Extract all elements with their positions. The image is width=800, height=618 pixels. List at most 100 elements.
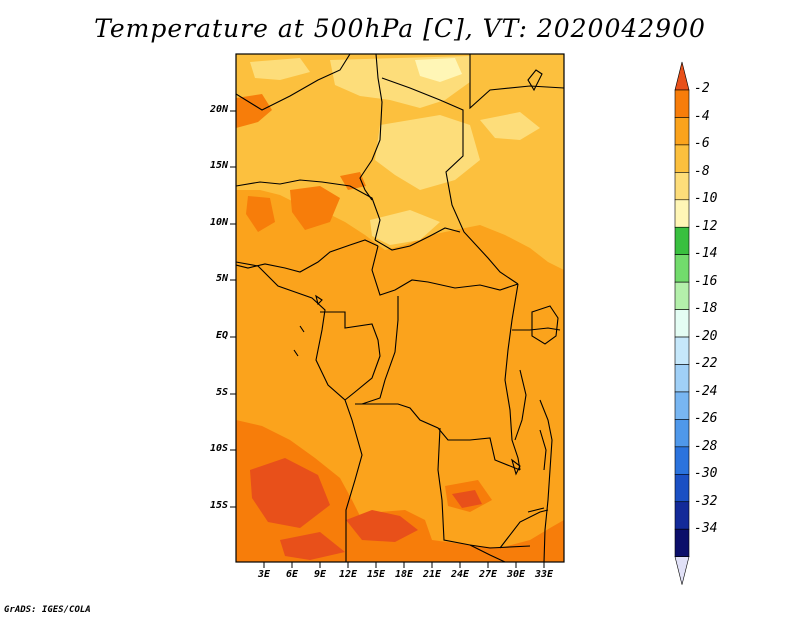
- credit-text: GrADS: IGES/COLA: [4, 605, 91, 615]
- colorbar-label: -6: [694, 136, 710, 151]
- field-patch-hot: [346, 510, 418, 542]
- lake-outline: [511, 458, 521, 476]
- colorbar-swatch: [674, 281, 690, 310]
- lat-label: 10S: [209, 443, 228, 454]
- colorbar-swatch: [674, 144, 690, 173]
- field-patch-faint: [415, 58, 462, 82]
- lake-outline: [527, 507, 545, 513]
- lon-label: 21E: [422, 569, 442, 580]
- field-region-warm-south: [236, 420, 564, 562]
- field-patch-warm: [246, 196, 275, 232]
- colorbar-swatch: [674, 226, 690, 256]
- lat-label: 5N: [215, 273, 228, 284]
- colorbar-label: -12: [694, 219, 718, 234]
- colorbar-swatch: [674, 473, 690, 503]
- colorbar-swatch: [674, 89, 690, 118]
- border-line: [236, 179, 381, 241]
- field-patch-pale: [480, 112, 540, 140]
- colorbar-label: -16: [694, 274, 718, 289]
- colorbar-swatch: [674, 309, 690, 338]
- chart-title: Temperature at 500hPa [C], VT: 202004290…: [94, 14, 706, 43]
- lat-label: 20N: [209, 104, 228, 115]
- colorbar-label: -34: [694, 521, 718, 536]
- border-line: [371, 245, 519, 296]
- colorbar-swatch: [674, 199, 690, 228]
- field-patch-warm: [236, 94, 272, 128]
- border-line: [359, 54, 383, 201]
- lat-label: 5S: [215, 387, 228, 398]
- colorbar: [674, 61, 690, 585]
- lake-outline: [293, 349, 299, 357]
- lake-outline: [527, 69, 543, 92]
- colorbar-bottom-arrow: [674, 556, 690, 585]
- lake-outline: [315, 294, 323, 306]
- border-line: [361, 296, 399, 405]
- country-borders: [236, 54, 564, 562]
- border-line: [469, 544, 506, 562]
- plot-frame: [235, 53, 565, 563]
- colorbar-swatch: [674, 446, 690, 475]
- colorbar-swatch: [674, 391, 690, 420]
- colorbar-label: -28: [694, 439, 718, 454]
- lake-outline: [531, 305, 559, 345]
- colorbar-swatch: [674, 336, 690, 365]
- border-line: [320, 311, 381, 401]
- field-patch-hot: [452, 490, 482, 508]
- colorbar-label: -26: [694, 411, 718, 426]
- colorbar-swatch: [674, 528, 690, 557]
- border-line: [512, 327, 561, 331]
- lon-label: 18E: [394, 569, 414, 580]
- lon-label: 12E: [338, 569, 358, 580]
- colorbar-label: -22: [694, 356, 718, 371]
- axis-ticks: [230, 110, 545, 568]
- colorbar-label: -24: [694, 384, 718, 399]
- lon-label: 15E: [366, 569, 386, 580]
- border-line: [437, 427, 531, 549]
- colorbar-label: -14: [694, 246, 718, 261]
- colorbar-label: -4: [694, 109, 710, 124]
- field-patch-hot: [250, 458, 330, 528]
- field-patch-pale: [375, 115, 480, 190]
- colorbar-swatch: [674, 254, 690, 283]
- lon-label: 3E: [257, 569, 271, 580]
- border-line: [469, 54, 564, 110]
- colorbar-label: -2: [694, 81, 710, 96]
- lon-label: 6E: [285, 569, 299, 580]
- border-line: [539, 399, 553, 562]
- lake-outline: [299, 325, 305, 333]
- lon-label: 9E: [313, 569, 327, 580]
- colorbar-swatch: [674, 172, 690, 201]
- lat-label: EQ: [215, 330, 228, 341]
- colorbar-top-arrow: [674, 61, 690, 91]
- lon-label: 33E: [534, 569, 554, 580]
- field-patch-pale: [250, 58, 310, 80]
- field-patch-hot: [280, 532, 345, 560]
- colorbar-label: -18: [694, 301, 718, 316]
- field-patch-warm: [290, 186, 340, 230]
- border-line: [355, 403, 521, 471]
- lon-label: 24E: [450, 569, 470, 580]
- border-line: [499, 509, 549, 549]
- colorbar-swatch: [674, 117, 690, 146]
- colorbar-label: -10: [694, 191, 718, 206]
- colorbar-swatch: [674, 364, 690, 393]
- lon-label: 30E: [506, 569, 526, 580]
- colorbar-swatch: [674, 419, 690, 448]
- border-line: [504, 283, 521, 471]
- lake-outline: [539, 429, 547, 471]
- border-line: [236, 261, 363, 562]
- temperature-field: [236, 54, 564, 562]
- colorbar-label: -32: [694, 494, 718, 509]
- border-line: [236, 54, 351, 111]
- colorbar-label: -8: [694, 164, 710, 179]
- lat-label: 15N: [209, 160, 228, 171]
- lake-outline: [514, 369, 527, 441]
- field-patch-pale: [370, 210, 440, 245]
- lat-label: 15S: [209, 500, 228, 511]
- lat-label: 10N: [209, 217, 228, 228]
- colorbar-label: -20: [694, 329, 718, 344]
- border-line: [374, 227, 461, 251]
- lon-label: 27E: [478, 569, 498, 580]
- colorbar-label: -30: [694, 466, 718, 481]
